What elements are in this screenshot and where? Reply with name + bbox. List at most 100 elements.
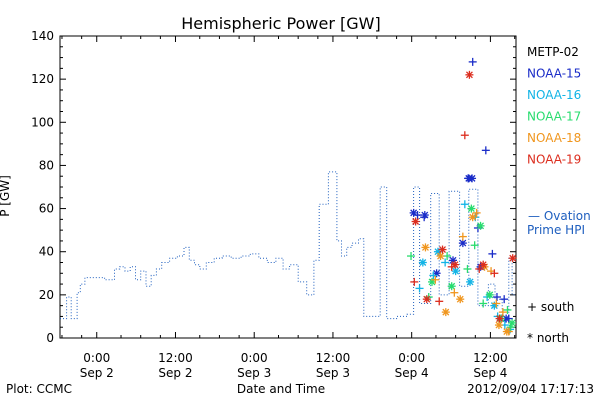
noaa-18-south-point bbox=[492, 299, 501, 308]
noaa-19-north-point bbox=[479, 260, 488, 269]
chart-title: Hemispheric Power [GW] bbox=[181, 14, 380, 33]
noaa-16-south-point bbox=[429, 271, 438, 280]
marker-stroke bbox=[452, 267, 460, 275]
marker-stroke bbox=[448, 282, 456, 290]
ovation-legend-line2: Prime HPI bbox=[527, 223, 585, 237]
marker-stroke bbox=[486, 291, 494, 299]
marker-stroke bbox=[469, 213, 477, 221]
noaa-17-north-point bbox=[485, 290, 494, 299]
noaa-19-north-point bbox=[422, 295, 431, 304]
marker-stroke bbox=[479, 261, 487, 269]
noaa-18-south-point bbox=[458, 232, 467, 241]
plot-timestamp: 2012/09/04 17:17:13 bbox=[467, 382, 594, 396]
noaa-18-north-point bbox=[436, 252, 445, 261]
marker-legend-north: * north bbox=[527, 331, 569, 345]
marker-stroke bbox=[459, 239, 467, 247]
x-tick-date-label: Sep 3 bbox=[316, 366, 350, 380]
y-tick-label: 80 bbox=[39, 158, 54, 172]
y-tick-label: 0 bbox=[46, 331, 54, 345]
noaa-17-south-point bbox=[503, 305, 512, 314]
marker-stroke bbox=[421, 211, 429, 219]
plot-frame bbox=[59, 35, 517, 339]
marker-legend-south: + south bbox=[527, 300, 574, 314]
marker-stroke bbox=[477, 222, 485, 230]
marker-stroke bbox=[468, 174, 476, 182]
marker-legend: + south * north bbox=[527, 300, 574, 345]
noaa-16-south-point bbox=[415, 284, 424, 293]
y-tick-label: 20 bbox=[39, 288, 54, 302]
noaa-16-north-point bbox=[466, 277, 475, 286]
marker-stroke bbox=[466, 278, 474, 286]
noaa-15-south-point bbox=[500, 295, 509, 304]
noaa-17-north-point bbox=[508, 318, 517, 327]
noaa-15-south-point bbox=[481, 146, 490, 155]
noaa-15-south-point bbox=[468, 57, 477, 66]
x-tick-date-label: Sep 3 bbox=[237, 366, 271, 380]
noaa-16-north-point bbox=[451, 267, 460, 276]
legend-item-noaa-16: NOAA-16 bbox=[527, 88, 581, 102]
ovation-legend-line1: — Ovation bbox=[528, 209, 591, 223]
noaa-19-north-point bbox=[411, 217, 420, 226]
noaa-15-north-point bbox=[420, 211, 429, 220]
noaa-18-north-point bbox=[421, 243, 430, 252]
marker-stroke bbox=[495, 321, 503, 329]
x-tick-date-label: Sep 2 bbox=[158, 366, 192, 380]
marker-stroke bbox=[437, 252, 445, 260]
ovation-prime-hpi-line bbox=[60, 171, 516, 322]
noaa-19-south-point bbox=[410, 277, 419, 286]
noaa-19-south-point bbox=[475, 264, 484, 273]
marker-stroke bbox=[423, 295, 431, 303]
plot-area bbox=[59, 35, 517, 339]
marker-stroke bbox=[410, 209, 418, 217]
noaa-19-south-point bbox=[490, 269, 499, 278]
marker-stroke bbox=[467, 205, 475, 213]
x-tick-label: 0:00 bbox=[83, 351, 110, 365]
marker-stroke bbox=[509, 254, 517, 262]
legend-item-noaa-17: NOAA-17 bbox=[527, 110, 581, 124]
y-tick-label: 40 bbox=[39, 245, 54, 259]
marker-stroke bbox=[449, 256, 457, 264]
plot-credit: Plot: CCMC bbox=[6, 382, 72, 396]
x-tick-date-label: Sep 4 bbox=[395, 366, 429, 380]
legend-item-metp-02: METP-02 bbox=[527, 45, 579, 59]
noaa-19-north-point bbox=[465, 70, 474, 79]
noaa-17-south-point bbox=[407, 252, 416, 261]
noaa-18-south-point bbox=[450, 288, 459, 297]
marker-stroke bbox=[496, 315, 504, 323]
x-tick-label: 12:00 bbox=[316, 351, 351, 365]
noaa-18-north-point bbox=[494, 321, 503, 330]
marker-stroke bbox=[419, 259, 427, 266]
marker-stroke bbox=[451, 261, 459, 269]
noaa-19-north-point bbox=[438, 245, 447, 254]
noaa-18-north-point bbox=[456, 295, 465, 304]
x-tick-label: 0:00 bbox=[398, 351, 425, 365]
legend-item-noaa-19: NOAA-19 bbox=[527, 153, 581, 167]
y-tick-label: 120 bbox=[31, 72, 54, 86]
noaa-17-north-point bbox=[476, 221, 485, 230]
noaa-15-north-point bbox=[502, 314, 511, 323]
noaa-15-south-point bbox=[492, 293, 501, 302]
noaa-16-north-point bbox=[418, 258, 427, 267]
noaa-19-north-point bbox=[495, 314, 504, 323]
noaa-18-south-point bbox=[431, 275, 440, 284]
y-tick-label: 100 bbox=[31, 115, 54, 129]
x-axis-label: Date and Time bbox=[237, 382, 325, 396]
noaa-16-south-point bbox=[441, 258, 450, 267]
noaa-17-north-point bbox=[447, 282, 456, 291]
noaa-15-north-point bbox=[409, 208, 418, 217]
noaa-19-south-point bbox=[435, 297, 444, 306]
marker-stroke bbox=[503, 328, 511, 335]
x-tick-label: 0:00 bbox=[241, 351, 268, 365]
marker-stroke bbox=[502, 315, 510, 323]
noaa-18-north-point bbox=[502, 327, 511, 336]
marker-stroke bbox=[412, 218, 420, 225]
noaa-18-north-point bbox=[441, 308, 450, 317]
marker-stroke bbox=[442, 308, 450, 316]
x-tick-label: 12:00 bbox=[158, 351, 193, 365]
noaa-15-south-point bbox=[488, 249, 497, 258]
noaa-16-south-point bbox=[460, 200, 469, 209]
y-axis-label: P [GW] bbox=[0, 175, 12, 217]
x-tick-label: 12:00 bbox=[473, 351, 508, 365]
